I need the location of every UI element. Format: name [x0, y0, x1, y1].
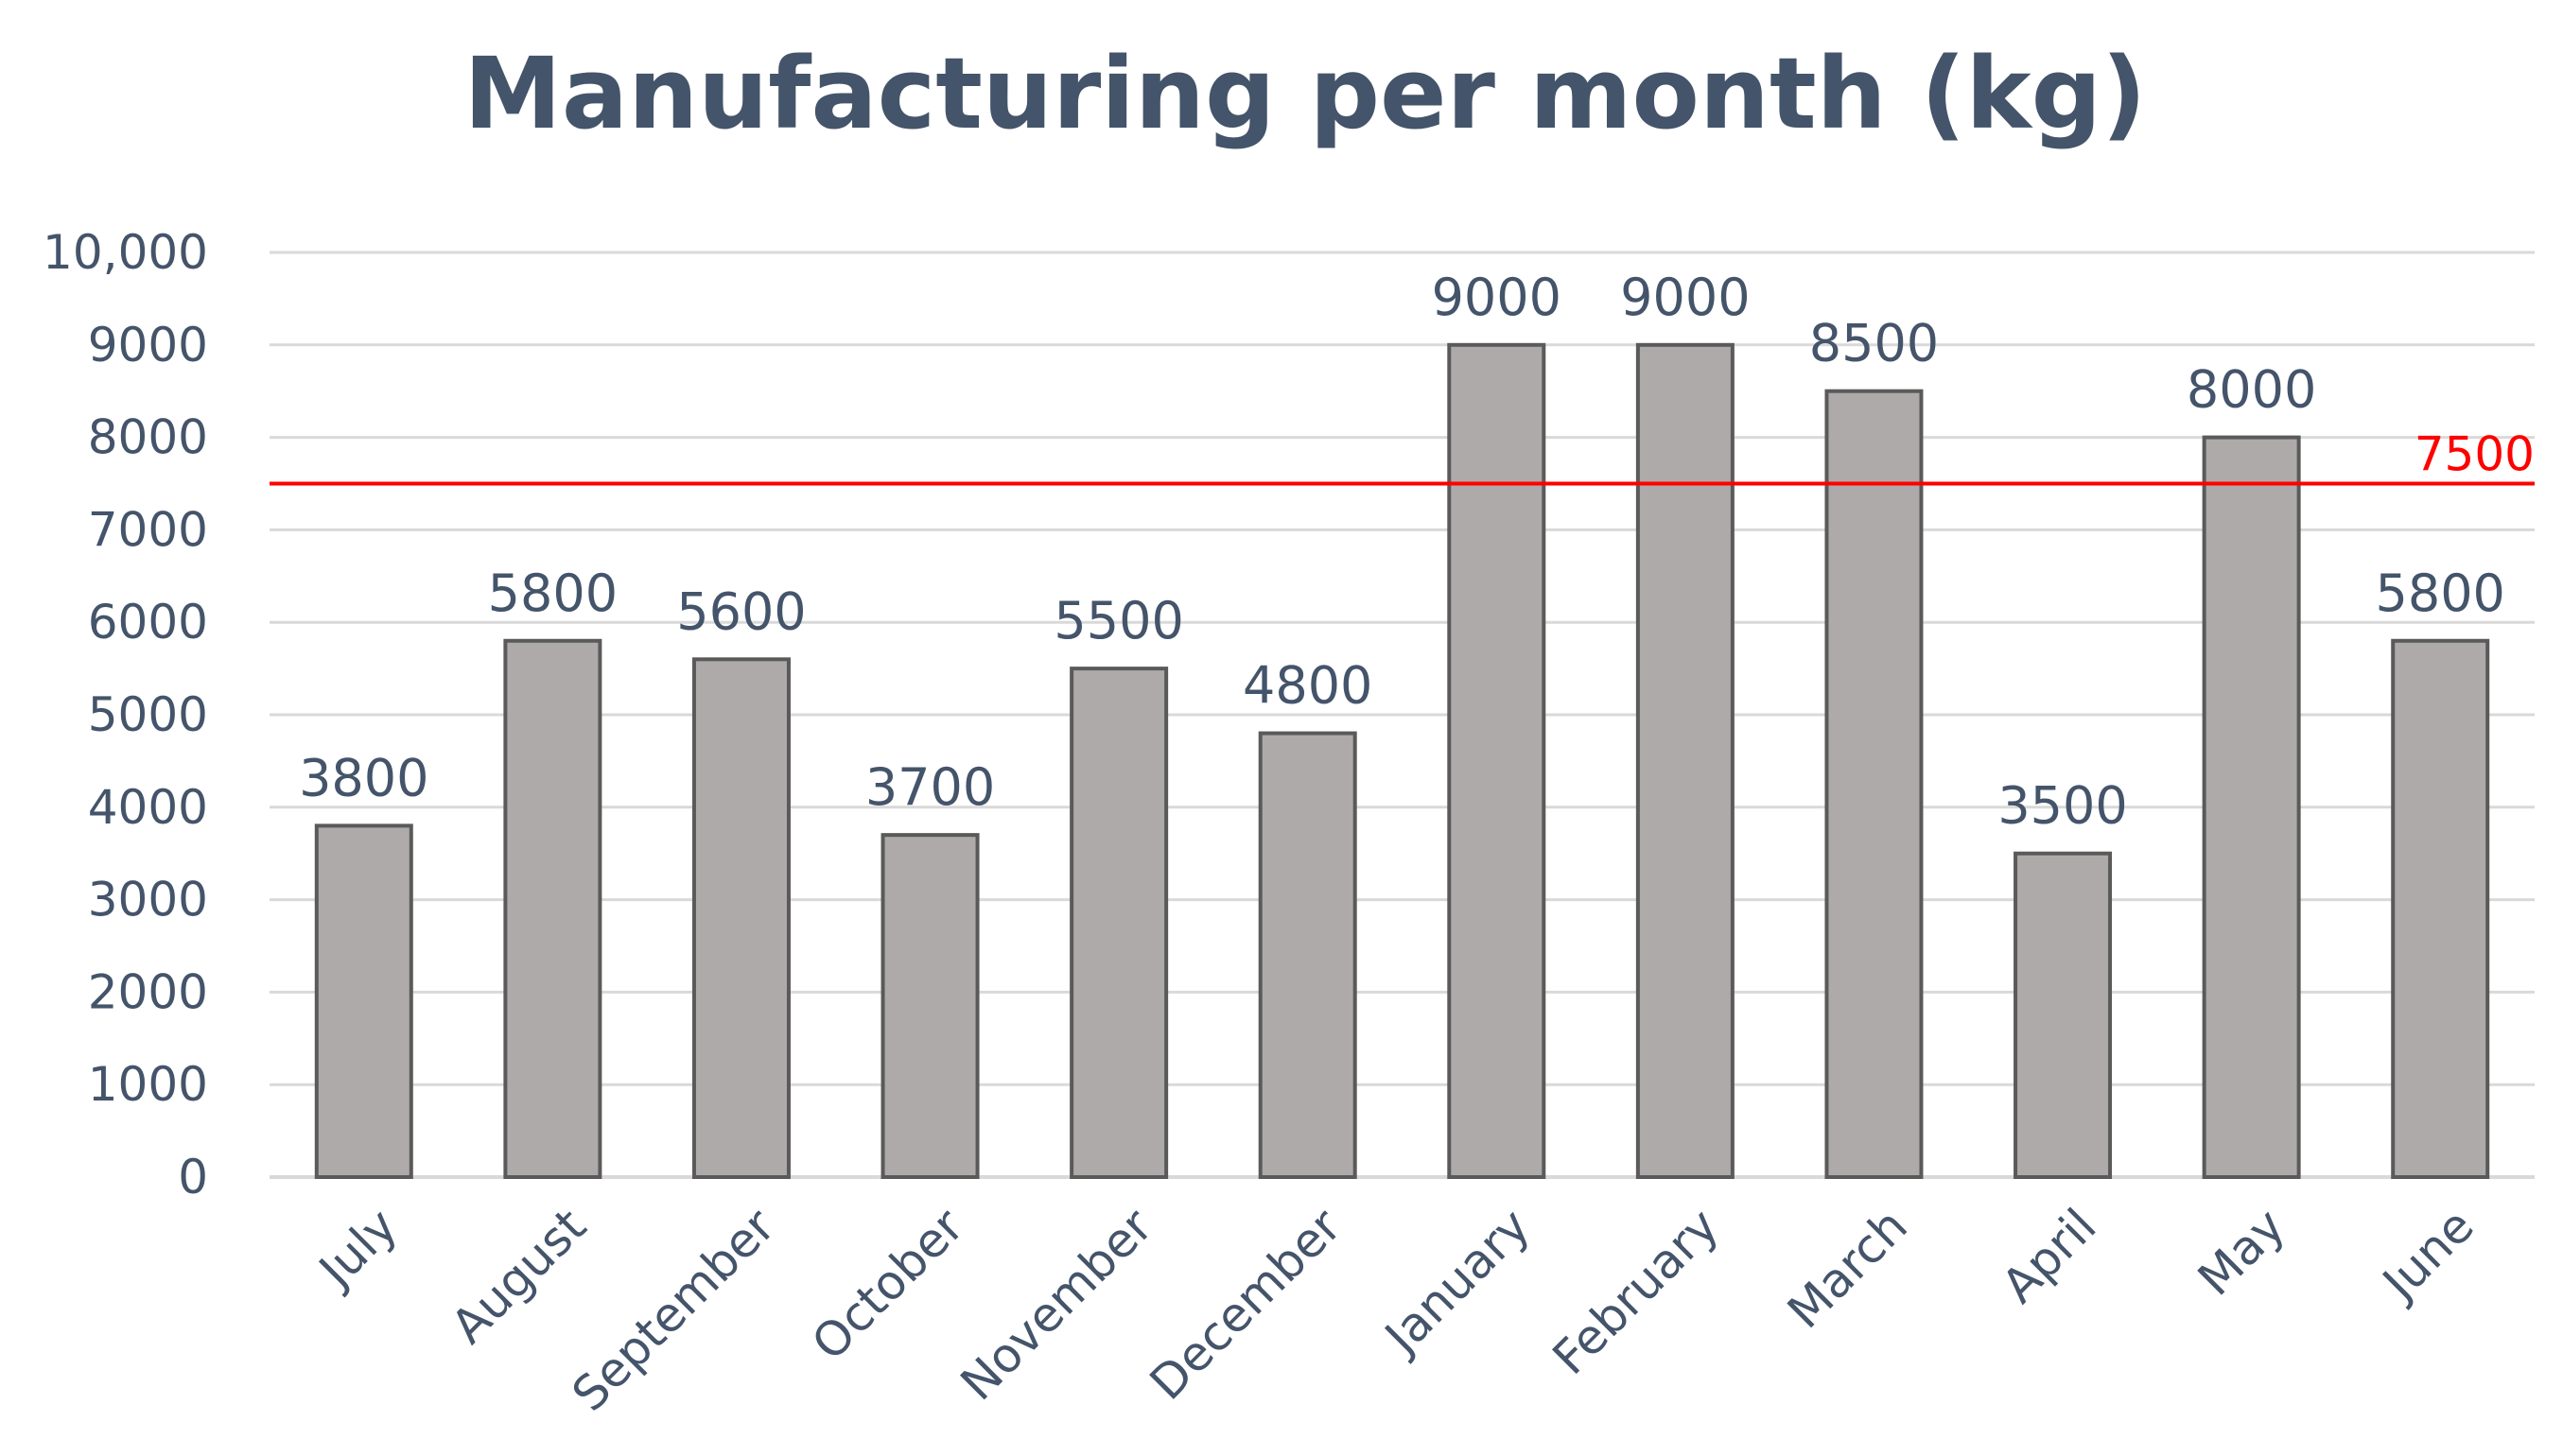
x-tick-label: June: [2371, 1198, 2485, 1311]
y-tick-label: 9000: [88, 318, 208, 373]
x-tick-label: August: [441, 1198, 597, 1354]
data-label: 4800: [1243, 656, 1372, 716]
y-tick-label: 5000: [88, 687, 208, 742]
x-tick-label: April: [1992, 1198, 2107, 1313]
reference-line-label: 7500: [2415, 427, 2535, 482]
bars: [314, 342, 2490, 1180]
y-tick-label: 2000: [88, 964, 208, 1019]
bar-february: [1635, 342, 1735, 1179]
x-tick-label: July: [307, 1198, 409, 1299]
bar-march: [1824, 389, 1924, 1179]
x-tick-label: November: [950, 1198, 1163, 1411]
chart-title: Manufacturing per month (kg): [463, 36, 2146, 151]
data-labels: 3800 5800 5600 3700 5500 4800 9000 9000 8500 3500…: [299, 268, 2505, 836]
x-tick-label: May: [2188, 1198, 2295, 1306]
data-label: 3700: [865, 757, 995, 817]
bar-october: [880, 833, 980, 1179]
bar-may: [2202, 435, 2301, 1180]
y-tick-label: 4000: [88, 780, 208, 835]
y-tick-label: 3000: [88, 873, 208, 927]
data-label: 3500: [1997, 776, 2127, 836]
bar-september: [691, 657, 791, 1179]
gridlines: [270, 251, 2535, 1179]
bar-january: [1447, 342, 1546, 1179]
x-tick-label: October: [802, 1198, 975, 1371]
bar-december: [1258, 731, 1357, 1179]
y-tick-label: 1000: [88, 1057, 208, 1112]
data-label: 3800: [299, 748, 428, 807]
data-label: 9000: [1620, 268, 1750, 327]
data-label: 5600: [676, 581, 806, 641]
x-tick-label: February: [1543, 1198, 1730, 1385]
data-label: 8000: [2187, 360, 2316, 420]
reference-line-group: 7500: [270, 427, 2535, 486]
bar-april: [2014, 851, 2113, 1179]
y-tick-label: 0: [178, 1150, 208, 1205]
data-label: 8500: [1809, 314, 1939, 373]
y-tick-label: 7000: [88, 502, 208, 557]
bar-august: [503, 638, 602, 1179]
x-tick-label: September: [562, 1198, 786, 1422]
y-tick-label: 6000: [88, 595, 208, 650]
data-label: 5500: [1054, 591, 1183, 650]
bar-november: [1070, 667, 1169, 1179]
bar-june: [2391, 638, 2490, 1179]
data-label: 5800: [488, 563, 618, 623]
data-label: 9000: [1432, 268, 1561, 327]
x-tick-label: March: [1777, 1198, 1918, 1339]
data-label: 5800: [2375, 563, 2504, 623]
y-tick-label: 10,000: [43, 225, 208, 280]
y-axis-tick-labels: 0 1000 2000 3000 4000 5000 6000 7000 8000 9000 10,…: [43, 225, 208, 1205]
x-tick-label: January: [1373, 1198, 1541, 1365]
bar-july: [314, 823, 413, 1179]
y-tick-label: 8000: [88, 410, 208, 465]
x-tick-label: December: [1140, 1198, 1352, 1411]
